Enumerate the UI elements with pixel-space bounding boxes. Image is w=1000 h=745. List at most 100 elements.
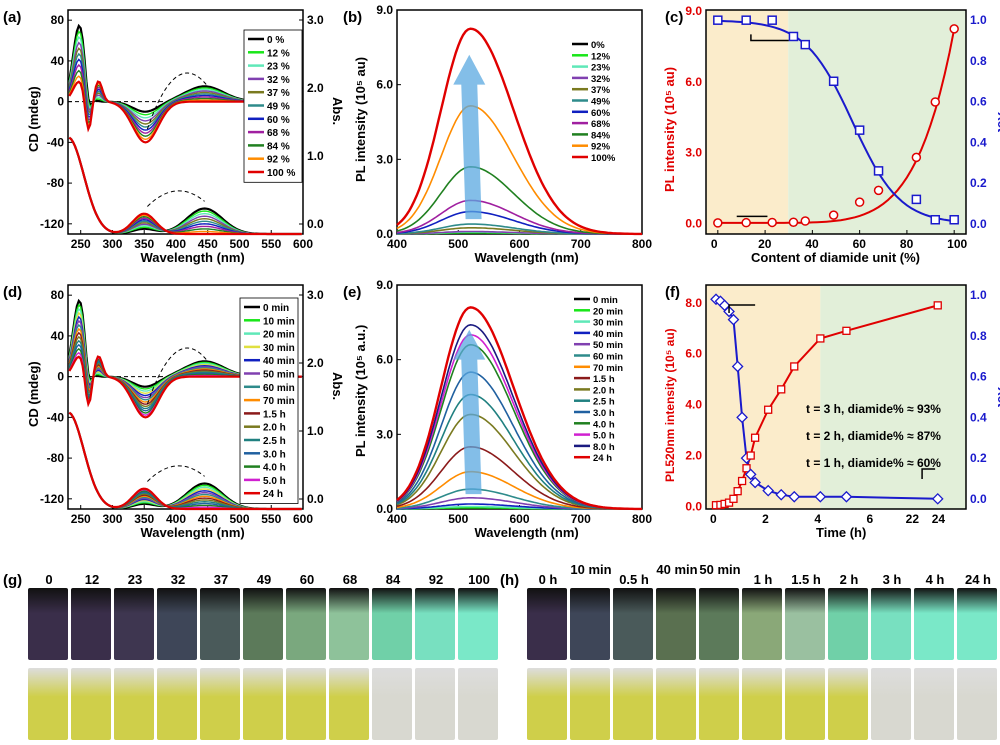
vial-label: 32 [170, 572, 186, 587]
x-tick-label: 500 [229, 237, 249, 251]
y-tick-label: 0 [57, 370, 64, 384]
x-axis-label: Wavelength (nm) [475, 525, 579, 540]
shaded-region [788, 10, 966, 234]
vial-label: 23 [127, 572, 143, 587]
x-tick-label: 800 [632, 237, 652, 251]
plot-frame-f [705, 284, 967, 510]
transition-arc [146, 347, 209, 405]
y-axis-label: PL520nm intensity (10⁵ au) [663, 328, 677, 482]
y-tick-label: 6.0 [376, 353, 393, 367]
x-tick-label: 450 [198, 512, 218, 526]
legend-label: 37 % [267, 88, 290, 99]
legend-label: 60 % [267, 115, 290, 126]
y2-tick-label: 1.0 [307, 424, 324, 438]
pl-point [741, 217, 751, 228]
legend-label: 5.0 h [263, 476, 286, 487]
legend-label: 4.0 h [263, 463, 286, 474]
x-axis-label: Wavelength (nm) [141, 525, 245, 540]
x-tick-label: 300 [102, 237, 122, 251]
pl-point [911, 152, 922, 163]
shaded-region [706, 10, 789, 234]
legend-label: 60 min [593, 352, 623, 363]
annotation: t = 2 h, diamide% ≈ 87% [806, 429, 941, 443]
y2-axis-label: Xct [995, 387, 1000, 408]
vial-daylight-photo [828, 668, 868, 740]
xct-point [854, 125, 865, 135]
y-tick-label: -120 [40, 492, 64, 506]
vial-daylight-photo [785, 668, 825, 740]
y-tick-label: 40 [51, 329, 65, 343]
xct-point [911, 194, 922, 205]
pl-point [746, 451, 755, 460]
y-axis-label: PL intensity (10⁵ au) [662, 67, 677, 192]
y-tick-label: 0.0 [376, 502, 393, 516]
shaded-region [820, 285, 966, 509]
legend-label: 40 min [593, 329, 623, 340]
y-tick-label: -80 [47, 176, 65, 190]
y-tick-label: 4.0 [685, 398, 702, 412]
legend-label: 70 min [593, 363, 623, 374]
legend-label: 23 % [267, 62, 290, 73]
vial-uv-photo [372, 588, 412, 660]
vial-uv-photo [71, 588, 111, 660]
x-tick-label: 550 [261, 237, 281, 251]
vial-daylight-photo [656, 668, 696, 740]
x-tick-label: 400 [166, 237, 186, 251]
axis-arrow [750, 34, 789, 42]
x-tick-label: 500 [448, 512, 468, 526]
legend-label: 3.0 h [263, 449, 286, 460]
y-tick-label: 3.0 [376, 427, 393, 441]
xct-point [749, 476, 761, 489]
vial-uv-photo [329, 588, 369, 660]
x-tick-label: 100 [947, 237, 967, 251]
x-tick-label: 500 [448, 237, 468, 251]
vial-label: 0.5 h [619, 572, 649, 587]
xct-point [736, 411, 748, 424]
pl-point [729, 494, 738, 503]
x-axis-label: Wavelength (nm) [141, 250, 245, 265]
vial-daylight-photo [329, 668, 369, 740]
vial-label: 84 [385, 572, 401, 587]
legend-label: 8.0 h [593, 442, 615, 453]
vial-daylight-photo [871, 668, 911, 740]
x-tick-label: 2 [762, 512, 769, 526]
pl-point [828, 210, 839, 220]
legend-label: 24 h [593, 453, 612, 464]
legend-label: 1.5 h [263, 409, 286, 420]
pl-point [933, 301, 942, 310]
legend-label: 30 min [593, 318, 623, 329]
xct-fit-line [717, 19, 955, 223]
pl-point [777, 385, 786, 394]
pl-point [816, 334, 825, 343]
vial-uv-photo [871, 588, 911, 660]
legend-label: 32 % [267, 75, 290, 86]
y-tick-label: 80 [51, 288, 65, 302]
panel-label: (b) [343, 9, 362, 26]
vial-daylight-photo [957, 668, 997, 740]
vial-label: 2 h [839, 572, 859, 587]
y2-tick-label: 0.8 [970, 54, 987, 68]
vial-uv-photo [785, 588, 825, 660]
pl-point [790, 362, 799, 371]
vial-uv-photo [656, 588, 696, 660]
x-tick-label: 350 [134, 512, 154, 526]
x-tick-label: 600 [510, 512, 530, 526]
vial-daylight-photo [570, 668, 610, 740]
y2-axis-label: Xct [995, 112, 1000, 133]
xct-point [800, 39, 811, 50]
x-tick-label: 20 [758, 237, 772, 251]
x-axis-label: Time (h) [816, 525, 866, 540]
legend-label: 49% [591, 97, 611, 108]
xct-point [828, 76, 839, 87]
x-tick-label: 400 [166, 512, 186, 526]
legend-label: 37% [591, 85, 611, 96]
xct-point [788, 31, 799, 42]
vial-label: 50 min [699, 562, 741, 577]
y2-tick-label: 1.0 [970, 13, 987, 27]
y2-tick-label: 0.0 [307, 492, 324, 506]
legend-label: 2.5 h [263, 436, 286, 447]
x-tick-label: 400 [387, 237, 407, 251]
vial-uv-photo [613, 588, 653, 660]
y2-axis-label: Abs. [330, 97, 345, 125]
xct-point [814, 490, 827, 503]
